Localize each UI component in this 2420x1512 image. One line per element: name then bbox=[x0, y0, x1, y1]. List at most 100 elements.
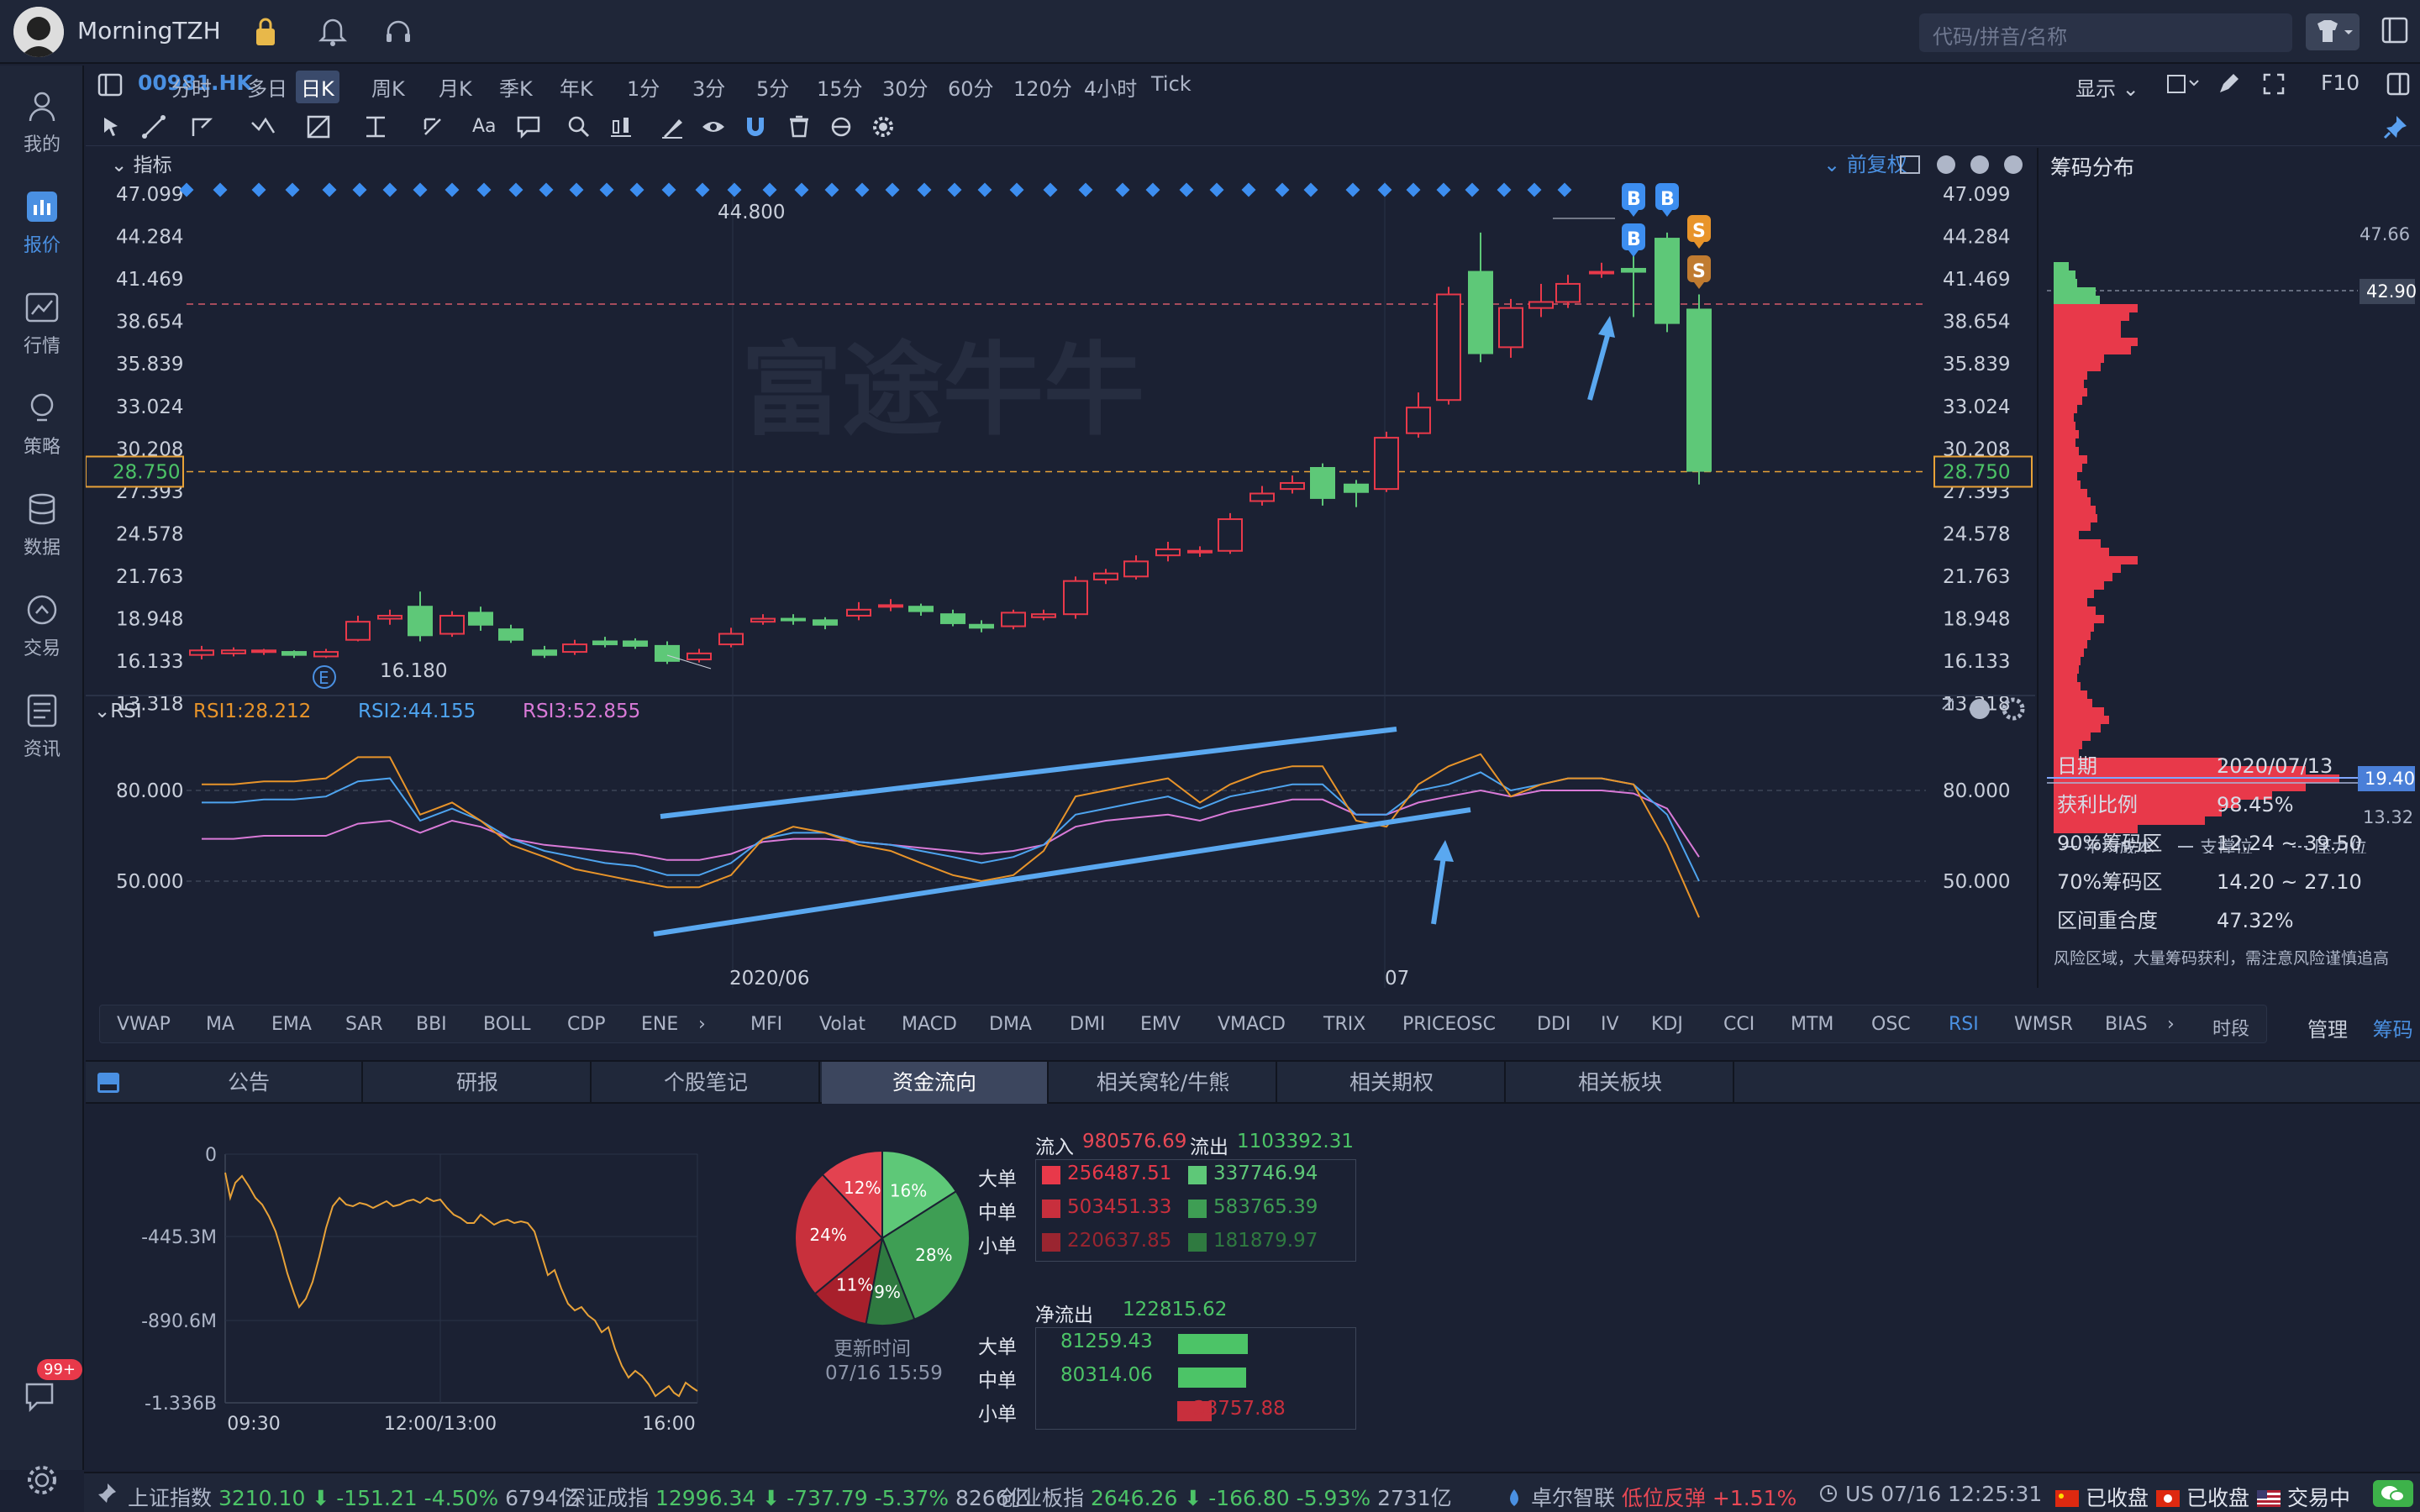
fib-tool-icon[interactable] bbox=[306, 114, 331, 139]
checkbox-dropdown[interactable] bbox=[2166, 74, 2200, 101]
comment-tool-icon[interactable] bbox=[516, 114, 541, 139]
pin-icon[interactable] bbox=[94, 1482, 118, 1505]
bottom-tab[interactable]: 相关期权 bbox=[1279, 1062, 1506, 1104]
candle[interactable] bbox=[1436, 293, 1461, 402]
candle[interactable] bbox=[1218, 518, 1243, 552]
candle[interactable] bbox=[562, 643, 587, 654]
candle[interactable] bbox=[408, 606, 433, 637]
trade-marker[interactable] bbox=[1622, 223, 1645, 250]
indicator-tab[interactable]: EMA bbox=[271, 1014, 312, 1035]
candle[interactable] bbox=[623, 640, 648, 647]
fullscreen-icon[interactable] bbox=[2262, 72, 2286, 101]
avatar[interactable] bbox=[13, 7, 64, 57]
pen-icon[interactable] bbox=[2217, 72, 2240, 101]
candle[interactable] bbox=[1280, 481, 1305, 491]
trade-marker[interactable] bbox=[1687, 255, 1711, 282]
bottom-tab[interactable]: 资金流向 bbox=[822, 1062, 1049, 1104]
candle[interactable] bbox=[1063, 580, 1088, 616]
candle[interactable] bbox=[908, 606, 934, 612]
close-icon[interactable] bbox=[1970, 699, 1990, 719]
gear-icon[interactable] bbox=[2002, 697, 2025, 721]
period-tab[interactable]: 多日 bbox=[247, 77, 287, 101]
indicator-tab[interactable]: KDJ bbox=[1651, 1014, 1683, 1035]
zoom-icon[interactable] bbox=[566, 114, 592, 139]
bottom-tab[interactable]: 研报 bbox=[365, 1062, 592, 1104]
candle[interactable] bbox=[1374, 437, 1399, 491]
candle[interactable] bbox=[1528, 301, 1554, 309]
display-dropdown[interactable]: 显示 ⌄ bbox=[2075, 77, 2139, 101]
period-tab[interactable]: 日K bbox=[296, 71, 339, 103]
trade-marker[interactable] bbox=[1622, 183, 1645, 210]
indicator-tab[interactable]: IV bbox=[1601, 1014, 1619, 1035]
kline-chart[interactable]: ⌄ 指标 ⌄ 前复权 47.099 47.099 44.284 44.284 41.469 4… bbox=[85, 148, 2035, 1062]
period-tab[interactable]: 季K bbox=[499, 77, 533, 101]
candle[interactable] bbox=[1555, 282, 1581, 303]
sync-icon[interactable] bbox=[829, 114, 854, 139]
indicator-tab[interactable]: MFI bbox=[750, 1014, 783, 1035]
candle[interactable] bbox=[1655, 238, 1680, 324]
rsi-toggle[interactable]: ⌄RSI bbox=[94, 701, 142, 722]
pie-slice[interactable] bbox=[881, 1149, 958, 1240]
news-ticker[interactable]: 卓尔智联 低位反弹 +1.51% bbox=[1504, 1482, 1797, 1512]
indicator-tab[interactable]: VMACD bbox=[1218, 1014, 1286, 1035]
indicator-tab[interactable]: OSC bbox=[1871, 1014, 1911, 1035]
rsi1-label[interactable]: RSI1:28.212 bbox=[193, 701, 311, 722]
indicator-tab[interactable]: CCI bbox=[1723, 1014, 1755, 1035]
bottom-tab[interactable]: 公告 bbox=[136, 1062, 363, 1104]
trend-line[interactable] bbox=[653, 807, 1471, 937]
settings-button[interactable] bbox=[24, 1462, 60, 1504]
rsi2-label[interactable]: RSI2:44.155 bbox=[358, 701, 476, 722]
trade-marker[interactable] bbox=[1687, 215, 1711, 242]
wave-tool-icon[interactable] bbox=[250, 114, 276, 139]
indicator-tab[interactable]: Volat bbox=[819, 1014, 866, 1035]
indicator-tab[interactable]: DMI bbox=[1070, 1014, 1106, 1035]
candle[interactable] bbox=[1249, 492, 1275, 502]
indicator-tab[interactable]: BBI bbox=[416, 1014, 447, 1035]
candle[interactable] bbox=[781, 617, 806, 622]
bottom-tab[interactable]: 相关板块 bbox=[1507, 1062, 1734, 1104]
event-marker[interactable] bbox=[313, 665, 336, 689]
pie-slice[interactable] bbox=[821, 1149, 883, 1241]
theme-button[interactable] bbox=[2306, 13, 2360, 50]
cursor-icon[interactable] bbox=[99, 114, 124, 139]
candle[interactable] bbox=[1621, 267, 1646, 273]
minus-circle-icon[interactable] bbox=[1937, 155, 1955, 174]
text-tool[interactable]: Aa bbox=[472, 116, 497, 137]
candle[interactable] bbox=[1031, 613, 1056, 618]
gear-icon[interactable] bbox=[871, 114, 896, 139]
candle[interactable] bbox=[1344, 483, 1369, 493]
candle[interactable] bbox=[221, 649, 246, 654]
indicator-tab[interactable]: MTM bbox=[1791, 1014, 1834, 1035]
magnet-icon[interactable] bbox=[743, 114, 768, 139]
trade-marker[interactable] bbox=[1655, 183, 1679, 210]
wechat-button[interactable] bbox=[2373, 1480, 2413, 1507]
period-tab[interactable]: 5分 bbox=[756, 77, 790, 101]
candle[interactable] bbox=[498, 628, 523, 641]
window-layout-icon[interactable] bbox=[2380, 15, 2410, 45]
plus-circle-icon[interactable] bbox=[2004, 155, 2023, 174]
indicator-tab[interactable]: VWAP bbox=[117, 1014, 171, 1035]
f10-button[interactable]: F10 bbox=[2321, 71, 2360, 95]
nav-item-quote[interactable]: 报价 bbox=[0, 188, 84, 257]
bottom-tab[interactable]: 个股笔记 bbox=[593, 1062, 820, 1104]
candle[interactable] bbox=[313, 651, 339, 658]
lock-icon[interactable] bbox=[249, 15, 282, 49]
indicator-tab[interactable]: BIAS bbox=[2105, 1014, 2148, 1035]
line-tool-icon[interactable] bbox=[141, 114, 166, 139]
period-tab[interactable]: 周K bbox=[371, 77, 405, 101]
search-input[interactable]: 代码/拼音/名称 bbox=[1919, 13, 2292, 52]
username[interactable]: MorningTZH bbox=[77, 17, 221, 45]
indicator-tab[interactable]: PRICEOSC bbox=[1402, 1014, 1496, 1035]
nav-item-trade[interactable]: 交易 bbox=[0, 591, 84, 660]
candle[interactable] bbox=[1468, 270, 1493, 354]
trend-line[interactable] bbox=[660, 727, 1397, 819]
candle[interactable] bbox=[439, 614, 465, 635]
indicator-tab[interactable]: EMV bbox=[1140, 1014, 1181, 1035]
bottom-tab[interactable]: 相关窝轮/牛熊 bbox=[1050, 1062, 1277, 1104]
indicator-tab[interactable]: 时段 bbox=[2212, 1019, 2250, 1040]
candle[interactable] bbox=[377, 614, 402, 620]
candle[interactable] bbox=[1093, 572, 1118, 580]
period-tab[interactable]: 年K bbox=[560, 77, 593, 101]
candle[interactable] bbox=[251, 649, 276, 654]
period-tab[interactable]: 30分 bbox=[882, 77, 929, 101]
